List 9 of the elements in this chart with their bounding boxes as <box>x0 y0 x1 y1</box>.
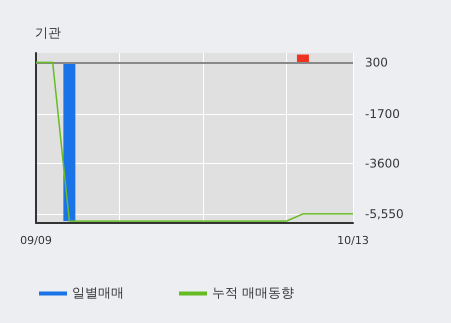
legend-label: 누적 매매동향 <box>212 286 294 301</box>
x-tick-label: 10/13 <box>337 234 369 247</box>
y-tick-label: -1700 <box>365 107 400 122</box>
chart-title: 기관 <box>35 26 61 41</box>
y-tick-label: 300 <box>365 55 388 70</box>
y-tick-label: -5,550 <box>365 206 404 221</box>
legend-label: 일별매매 <box>72 286 124 301</box>
x-tick-label: 09/09 <box>20 234 52 247</box>
y-tick-label: -3600 <box>365 156 400 170</box>
